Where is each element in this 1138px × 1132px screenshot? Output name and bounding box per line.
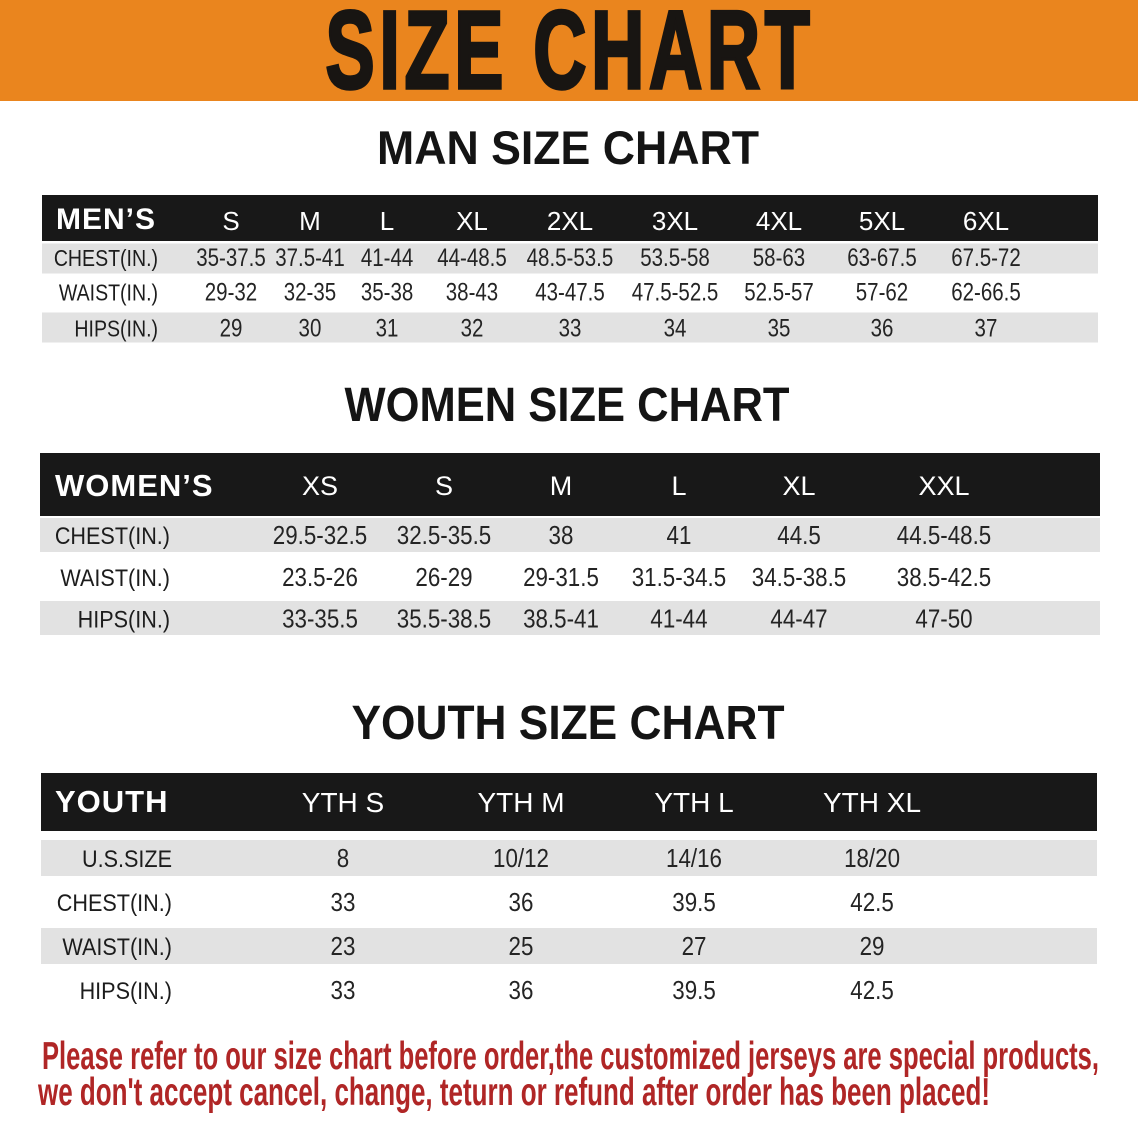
svg-text:58-63: 58-63: [753, 243, 805, 271]
svg-text:36: 36: [509, 976, 534, 1005]
svg-text:8: 8: [337, 844, 349, 873]
svg-text:31.5-34.5: 31.5-34.5: [632, 563, 726, 592]
svg-text:6XL: 6XL: [963, 206, 1009, 236]
svg-text:MAN SIZE CHART: MAN SIZE CHART: [377, 121, 759, 174]
svg-text:38: 38: [549, 521, 574, 550]
svg-text:S: S: [435, 471, 453, 501]
svg-text:CHEST(IN.): CHEST(IN.): [55, 522, 170, 549]
svg-text:53.5-58: 53.5-58: [640, 243, 710, 271]
svg-text:35.5-38.5: 35.5-38.5: [397, 605, 491, 634]
svg-text:33-35.5: 33-35.5: [282, 605, 358, 634]
svg-text:CHEST(IN.): CHEST(IN.): [57, 889, 172, 916]
svg-text:33: 33: [331, 888, 356, 917]
svg-text:44-47: 44-47: [770, 605, 827, 634]
svg-text:M: M: [299, 206, 321, 236]
svg-text:YTH L: YTH L: [654, 787, 733, 818]
svg-text:34: 34: [664, 314, 687, 342]
svg-text:HIPS(IN.): HIPS(IN.): [80, 977, 172, 1004]
svg-text:2XL: 2XL: [547, 206, 593, 236]
svg-text:WOMEN SIZE CHART: WOMEN SIZE CHART: [345, 379, 790, 432]
svg-text:34.5-38.5: 34.5-38.5: [752, 563, 846, 592]
svg-text:39.5: 39.5: [672, 888, 715, 917]
svg-text:31: 31: [376, 314, 399, 342]
svg-text:30: 30: [299, 314, 322, 342]
svg-text:41: 41: [667, 521, 692, 550]
svg-text:42.5: 42.5: [850, 976, 893, 1005]
svg-text:25: 25: [509, 932, 534, 961]
svg-text:XL: XL: [782, 471, 815, 501]
svg-text:62-66.5: 62-66.5: [951, 278, 1021, 306]
svg-text:41-44: 41-44: [650, 605, 707, 634]
svg-text:we don't accept cancel, change: we don't accept cancel, change, teturn o…: [37, 1071, 990, 1114]
svg-text:WAIST(IN.): WAIST(IN.): [59, 280, 158, 306]
svg-text:32: 32: [461, 314, 484, 342]
svg-text:43-47.5: 43-47.5: [535, 278, 605, 306]
svg-text:42.5: 42.5: [850, 888, 893, 917]
svg-text:33: 33: [559, 314, 582, 342]
svg-text:Please refer to our size chart: Please refer to our size chart before or…: [42, 1035, 1099, 1078]
svg-text:48.5-53.5: 48.5-53.5: [527, 243, 614, 271]
svg-text:32.5-35.5: 32.5-35.5: [397, 521, 491, 550]
svg-text:WAIST(IN.): WAIST(IN.): [60, 564, 170, 591]
svg-text:35-38: 35-38: [361, 278, 413, 306]
svg-text:32-35: 32-35: [284, 278, 336, 306]
svg-text:35-37.5: 35-37.5: [196, 243, 266, 271]
svg-text:36: 36: [871, 314, 894, 342]
svg-text:YTH S: YTH S: [302, 787, 384, 818]
svg-text:YTH M: YTH M: [477, 787, 564, 818]
svg-text:L: L: [380, 206, 394, 236]
svg-text:WAIST(IN.): WAIST(IN.): [62, 933, 172, 960]
svg-text:XL: XL: [456, 206, 488, 236]
svg-text:29.5-32.5: 29.5-32.5: [273, 521, 367, 550]
svg-text:35: 35: [768, 314, 791, 342]
svg-text:27: 27: [682, 932, 707, 961]
svg-text:33: 33: [331, 976, 356, 1005]
svg-text:39.5: 39.5: [672, 976, 715, 1005]
svg-text:26-29: 26-29: [415, 563, 472, 592]
svg-text:HIPS(IN.): HIPS(IN.): [74, 316, 158, 342]
svg-text:YOUTH: YOUTH: [55, 784, 169, 819]
svg-text:52.5-57: 52.5-57: [744, 278, 814, 306]
svg-text:MEN’S: MEN’S: [56, 203, 156, 236]
svg-text:U.S.SIZE: U.S.SIZE: [82, 845, 172, 872]
svg-text:YTH XL: YTH XL: [823, 787, 921, 818]
svg-text:14/16: 14/16: [666, 844, 722, 873]
svg-text:38-43: 38-43: [446, 278, 498, 306]
svg-text:18/20: 18/20: [844, 844, 900, 873]
svg-text:57-62: 57-62: [856, 278, 908, 306]
svg-text:L: L: [671, 471, 686, 501]
svg-text:29-31.5: 29-31.5: [523, 563, 599, 592]
svg-text:YOUTH SIZE CHART: YOUTH SIZE CHART: [352, 697, 785, 750]
svg-text:38.5-42.5: 38.5-42.5: [897, 563, 991, 592]
svg-text:41-44: 41-44: [361, 243, 414, 271]
svg-text:SIZE CHART: SIZE CHART: [326, 0, 815, 112]
svg-text:3XL: 3XL: [652, 206, 698, 236]
svg-text:47-50: 47-50: [915, 605, 972, 634]
svg-text:4XL: 4XL: [756, 206, 802, 236]
svg-text:44.5: 44.5: [777, 521, 820, 550]
svg-text:CHEST(IN.): CHEST(IN.): [54, 246, 158, 272]
svg-text:23: 23: [331, 932, 356, 961]
svg-text:10/12: 10/12: [493, 844, 549, 873]
svg-text:47.5-52.5: 47.5-52.5: [632, 278, 719, 306]
svg-text:XXL: XXL: [918, 471, 969, 501]
svg-text:38.5-41: 38.5-41: [523, 605, 599, 634]
svg-text:23.5-26: 23.5-26: [282, 563, 358, 592]
svg-text:HIPS(IN.): HIPS(IN.): [78, 605, 170, 632]
svg-text:M: M: [550, 471, 573, 501]
svg-text:29: 29: [220, 314, 243, 342]
svg-text:36: 36: [509, 888, 534, 917]
svg-text:S: S: [222, 206, 239, 236]
svg-text:WOMEN’S: WOMEN’S: [55, 468, 214, 503]
svg-text:63-67.5: 63-67.5: [847, 243, 917, 271]
svg-text:29-32: 29-32: [205, 278, 257, 306]
svg-text:5XL: 5XL: [859, 206, 905, 236]
svg-text:37: 37: [975, 314, 998, 342]
svg-text:37.5-41: 37.5-41: [275, 243, 345, 271]
svg-text:29: 29: [860, 932, 885, 961]
svg-text:44-48.5: 44-48.5: [437, 243, 507, 271]
svg-text:67.5-72: 67.5-72: [951, 243, 1021, 271]
svg-text:XS: XS: [302, 471, 338, 501]
svg-text:44.5-48.5: 44.5-48.5: [897, 521, 991, 550]
